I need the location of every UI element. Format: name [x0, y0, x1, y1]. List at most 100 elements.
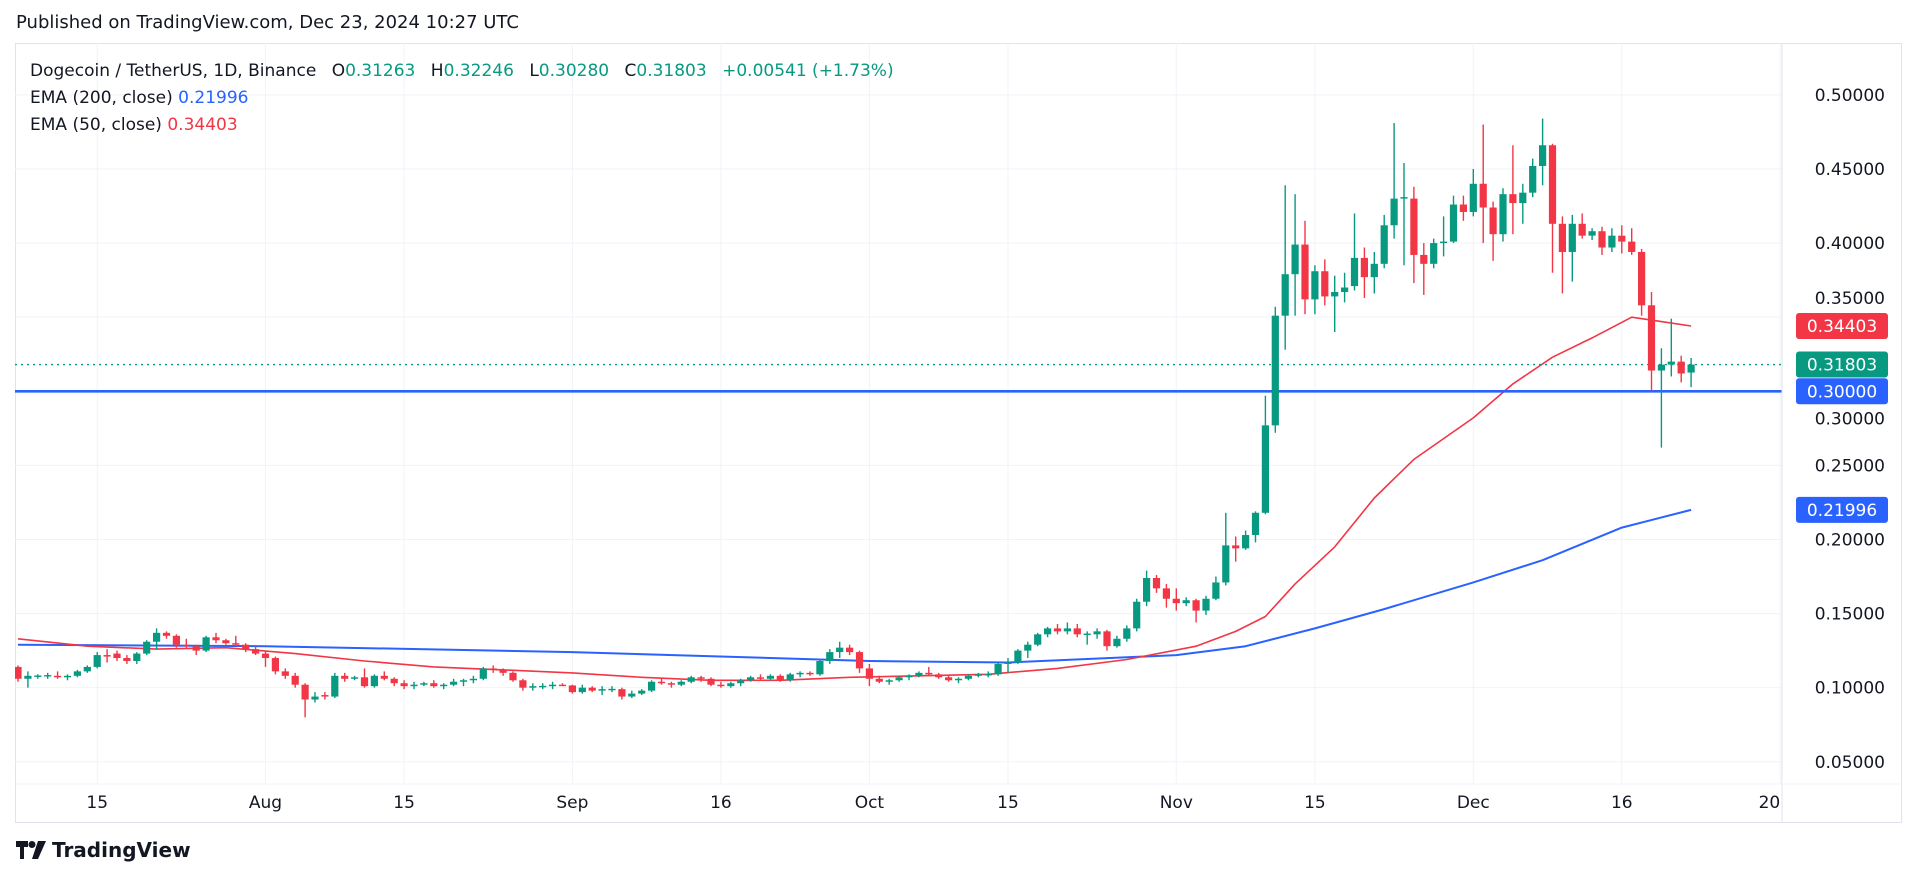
candle-2024-11-09[interactable] [1251, 511, 1260, 543]
candle-2024-10-10[interactable] [954, 677, 963, 684]
candle-2024-11-17[interactable] [1331, 275, 1339, 332]
candle-2024-09-24[interactable] [796, 671, 804, 678]
candle-2024-11-14[interactable] [1301, 220, 1309, 315]
candle-2024-09-18[interactable] [737, 678, 745, 687]
candle-2024-11-23[interactable] [1390, 123, 1398, 239]
candle-2024-09-20[interactable] [756, 674, 765, 681]
candle-2024-12-13[interactable] [1588, 228, 1596, 241]
candle-2024-10-18[interactable] [1034, 632, 1042, 647]
candle-2024-08-19[interactable] [440, 683, 448, 690]
candle-2024-12-16[interactable] [1618, 225, 1626, 254]
candle-2024-10-28[interactable] [1133, 598, 1141, 632]
candle-2024-09-04[interactable] [598, 686, 606, 696]
candle-2024-10-03[interactable] [885, 678, 893, 685]
candle-2024-10-02[interactable] [875, 675, 883, 684]
candle-2024-08-03[interactable] [281, 668, 289, 679]
candle-2024-10-05[interactable] [905, 674, 913, 681]
candle-2024-07-07[interactable] [14, 665, 22, 682]
candle-2024-07-26[interactable] [202, 635, 210, 653]
candle-2024-07-13[interactable] [73, 669, 81, 678]
candle-2024-08-31[interactable] [558, 683, 567, 687]
candle-2024-11-06[interactable] [1222, 512, 1230, 586]
candle-2024-09-13[interactable] [687, 675, 695, 684]
candle-2024-08-20[interactable] [450, 678, 458, 687]
candle-2024-12-17[interactable] [1628, 228, 1636, 255]
candle-2024-07-24[interactable] [182, 638, 190, 648]
candle-2024-12-19[interactable] [1647, 291, 1656, 392]
candle-2024-09-17[interactable] [727, 681, 735, 688]
candle-2024-10-06[interactable] [915, 671, 923, 678]
candle-2024-07-17[interactable] [113, 650, 121, 661]
candle-2024-08-23[interactable] [479, 666, 487, 681]
candle-2024-11-05[interactable] [1212, 576, 1220, 601]
candle-2024-12-11[interactable] [1568, 214, 1576, 282]
candle-2024-09-09[interactable] [648, 680, 656, 693]
candle-2024-10-21[interactable] [1063, 622, 1071, 635]
candle-2024-11-28[interactable] [1440, 216, 1448, 257]
candle-2024-07-14[interactable] [83, 665, 91, 673]
candle-2024-08-26[interactable] [509, 671, 517, 682]
candle-2024-10-22[interactable] [1073, 623, 1081, 638]
candle-2024-07-19[interactable] [133, 652, 141, 664]
candle-2024-10-23[interactable] [1083, 631, 1091, 645]
candle-2024-10-30[interactable] [1152, 575, 1161, 593]
symbol-title[interactable]: Dogecoin / TetherUS, 1D, Binance [30, 61, 317, 81]
candle-2024-08-27[interactable] [519, 678, 527, 691]
candle-2024-10-14[interactable] [994, 662, 1002, 676]
candle-2024-08-30[interactable] [549, 681, 557, 690]
candle-2024-09-22[interactable] [776, 674, 784, 682]
candle-2024-10-20[interactable] [1053, 623, 1062, 635]
candle-2024-08-15[interactable] [400, 680, 408, 690]
candle-2024-10-09[interactable] [945, 675, 953, 682]
plot-area[interactable] [14, 118, 1782, 718]
candle-2024-09-11[interactable] [667, 681, 675, 688]
candle-2024-10-25[interactable] [1103, 629, 1111, 651]
candle-2024-07-10[interactable] [44, 672, 52, 679]
candle-2024-08-14[interactable] [390, 677, 398, 687]
candle-2024-11-30[interactable] [1459, 195, 1467, 221]
candle-2024-08-18[interactable] [430, 680, 438, 688]
candle-2024-07-15[interactable] [93, 652, 101, 669]
legend-ema50-row[interactable]: EMA (50, close) 0.34403 [30, 112, 894, 139]
candle-2024-11-20[interactable] [1360, 247, 1368, 298]
candle-2024-12-01[interactable] [1469, 168, 1477, 217]
candle-2024-08-25[interactable] [499, 668, 507, 676]
candle-2024-08-11[interactable] [360, 668, 369, 688]
candle-2024-12-09[interactable] [1548, 143, 1557, 273]
candle-2024-12-03[interactable] [1489, 201, 1497, 261]
candle-2024-08-16[interactable] [410, 681, 418, 690]
candle-2024-09-05[interactable] [608, 686, 616, 693]
candle-2024-11-01[interactable] [1172, 588, 1180, 611]
candle-2024-09-03[interactable] [588, 686, 596, 693]
candle-2024-11-25[interactable] [1410, 186, 1418, 284]
candle-2024-12-23[interactable] [1687, 357, 1695, 388]
candle-2024-08-29[interactable] [539, 683, 547, 690]
candle-2024-07-21[interactable] [153, 628, 161, 650]
candle-2024-10-16[interactable] [1014, 649, 1022, 664]
candle-2024-07-08[interactable] [24, 671, 32, 688]
candle-2024-09-19[interactable] [747, 675, 755, 682]
candle-2024-10-08[interactable] [935, 672, 943, 679]
candle-2024-11-02[interactable] [1182, 597, 1190, 607]
candle-2024-08-06[interactable] [311, 692, 319, 703]
candle-2024-07-28[interactable] [222, 638, 230, 645]
candle-2024-11-19[interactable] [1350, 213, 1359, 291]
candle-2024-09-15[interactable] [707, 677, 715, 687]
candle-2024-10-19[interactable] [1044, 626, 1052, 638]
candle-2024-10-17[interactable] [1024, 641, 1032, 659]
candle-2024-09-10[interactable] [657, 678, 666, 685]
candle-2024-07-12[interactable] [63, 674, 72, 681]
candle-2024-09-21[interactable] [766, 674, 774, 681]
candle-2024-08-13[interactable] [380, 671, 388, 681]
candle-2024-10-31[interactable] [1162, 583, 1170, 608]
candle-2024-12-02[interactable] [1479, 124, 1487, 244]
candle-2024-12-15[interactable] [1608, 228, 1616, 252]
candle-2024-10-11[interactable] [964, 674, 972, 681]
candle-2024-08-09[interactable] [341, 672, 349, 682]
candle-2024-11-03[interactable] [1192, 598, 1200, 623]
candle-2024-08-05[interactable] [301, 683, 309, 718]
candle-2024-11-11[interactable] [1271, 306, 1279, 433]
candle-2024-11-10[interactable] [1261, 395, 1269, 515]
candle-2024-07-18[interactable] [123, 655, 131, 664]
